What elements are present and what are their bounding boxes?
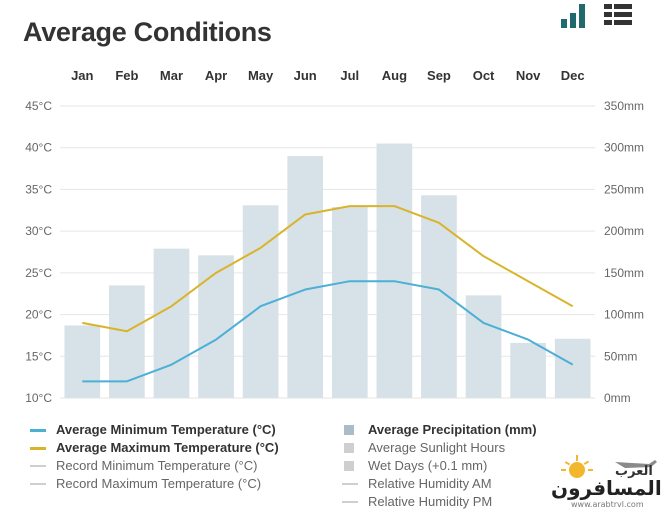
y-right-tick-label: 100mm <box>604 308 644 322</box>
precipitation-bar <box>64 325 101 398</box>
watermark-arabic-main: المسافرون <box>551 476 662 500</box>
view-toggle <box>558 2 658 32</box>
month-label: Mar <box>160 68 183 83</box>
month-label: Sep <box>427 68 451 83</box>
month-label: Jul <box>340 68 359 83</box>
bar-chart-icon[interactable] <box>560 2 588 33</box>
month-label: Aug <box>382 68 407 83</box>
y-left-tick-label: 40°C <box>25 141 52 155</box>
legend-line-swatch <box>342 501 358 503</box>
precipitation-bar <box>376 143 413 398</box>
y-left-tick-label: 25°C <box>25 266 52 280</box>
watermark-arabic-top: العرب <box>615 464 653 479</box>
y-right-tick-label: 350mm <box>604 99 644 113</box>
legend-square-swatch <box>344 425 354 435</box>
watermark-logo: العرب المسافرون www.arabtrvl.com <box>545 452 662 510</box>
min-temperature-line <box>82 280 574 383</box>
y-right-tick-label: 300mm <box>604 141 644 155</box>
month-label: Apr <box>205 68 227 83</box>
legend-square-swatch <box>344 461 354 471</box>
legend-label: Record Minimum Temperature (°C) <box>56 458 258 473</box>
y-left-tick-label: 45°C <box>25 99 52 113</box>
month-label: May <box>248 68 274 83</box>
precipitation-bar <box>465 295 502 398</box>
y-left-tick-label: 35°C <box>25 182 52 196</box>
legend-line-swatch <box>30 483 46 485</box>
month-label: Dec <box>561 68 585 83</box>
month-label: Jun <box>294 68 317 83</box>
precipitation-bar <box>421 195 457 398</box>
y-left-tick-label: 10°C <box>25 391 52 405</box>
month-label: Feb <box>115 68 138 83</box>
precipitation-bar <box>153 248 190 398</box>
y-left-tick-label: 20°C <box>25 308 52 322</box>
y-right-tick-label: 250mm <box>604 182 644 196</box>
legend-line-swatch <box>30 465 46 467</box>
legend-label: Record Maximum Temperature (°C) <box>56 476 262 491</box>
month-label: Jan <box>71 68 93 83</box>
watermark-url: www.arabtrvl.com <box>571 500 644 509</box>
precipitation-bar <box>109 285 145 398</box>
legend-label: Wet Days (+0.1 mm) <box>368 458 488 473</box>
legend-line-swatch <box>30 429 46 432</box>
precipitation-bar <box>510 342 546 398</box>
sun-airplane-logo <box>561 455 657 478</box>
legend-line-swatch <box>342 483 358 485</box>
month-label: Nov <box>516 68 541 83</box>
table-grid-icon[interactable] <box>604 2 634 33</box>
chart-legend: Average Minimum Temperature (°C) Average … <box>0 418 663 513</box>
y-left-tick-label: 15°C <box>25 349 52 363</box>
legend-line-swatch <box>30 447 46 450</box>
legend-label: Relative Humidity PM <box>368 494 493 509</box>
legend-label: Average Precipitation (mm) <box>368 422 537 437</box>
conditions-chart: 45°C 350mm 40°C 300mm 35°C 250mm 30°C 200mm 25°C… <box>25 68 644 405</box>
precipitation-bar <box>287 156 324 398</box>
legend-label: Average Sunlight Hours <box>368 440 506 455</box>
precipitation-bar <box>331 206 368 398</box>
y-left-tick-label: 30°C <box>25 224 52 238</box>
max-temperature-line <box>82 205 574 333</box>
precipitation-bar <box>554 338 591 398</box>
legend-label: Average Minimum Temperature (°C) <box>56 422 276 437</box>
y-right-tick-label: 0mm <box>604 391 631 405</box>
legend-label: Average Maximum Temperature (°C) <box>56 440 279 455</box>
legend-square-swatch <box>344 443 354 453</box>
y-right-tick-label: 200mm <box>604 224 644 238</box>
month-label: Oct <box>473 68 495 83</box>
legend-label: Relative Humidity AM <box>368 476 492 491</box>
precipitation-bar <box>198 255 234 398</box>
y-right-tick-label: 150mm <box>604 266 644 280</box>
y-right-tick-label: 50mm <box>604 349 637 363</box>
page-title: Average Conditions <box>23 17 272 47</box>
